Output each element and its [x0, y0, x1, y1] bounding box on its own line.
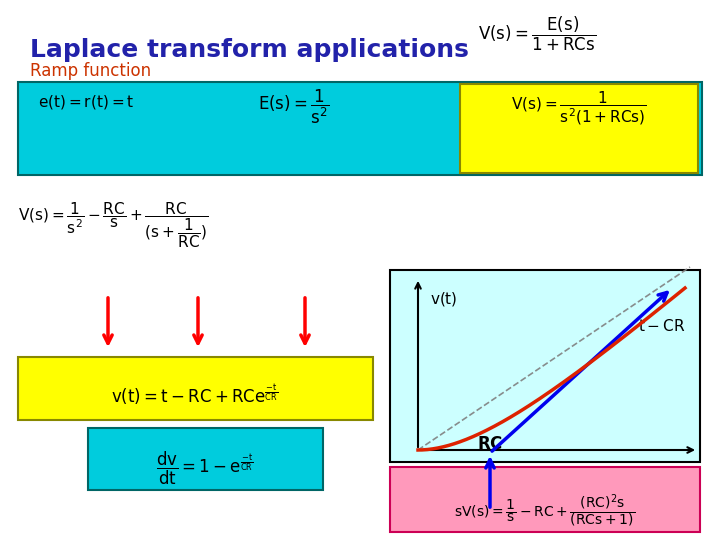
- Text: $\mathrm{e(t) = r(t) = t}$: $\mathrm{e(t) = r(t) = t}$: [38, 93, 135, 111]
- Text: $\mathrm{\dfrac{dv}{dt} = 1 - e^{\frac{-t}{CR}}}$: $\mathrm{\dfrac{dv}{dt} = 1 - e^{\frac{-…: [156, 450, 254, 487]
- Text: $\mathrm{V(s) = \dfrac{1}{s^2(1+RCs)}}$: $\mathrm{V(s) = \dfrac{1}{s^2(1+RCs)}}$: [511, 90, 647, 127]
- FancyBboxPatch shape: [460, 84, 698, 173]
- Text: $\mathrm{V(s) = \dfrac{1}{s^2} - \dfrac{RC}{s} + \dfrac{RC}{(s+\dfrac{1}{RC})}}$: $\mathrm{V(s) = \dfrac{1}{s^2} - \dfrac{…: [18, 200, 209, 249]
- FancyBboxPatch shape: [390, 270, 700, 462]
- Text: $\mathrm{sV(s) = \dfrac{1}{s} - RC + \dfrac{(RC)^2 s}{(RCs+1)}}$: $\mathrm{sV(s) = \dfrac{1}{s} - RC + \df…: [454, 492, 636, 529]
- Text: $\mathrm{v(t) = t - RC + RCe^{\frac{-t}{CR}}}$: $\mathrm{v(t) = t - RC + RCe^{\frac{-t}{…: [112, 382, 279, 407]
- Text: Ramp function: Ramp function: [30, 62, 151, 80]
- FancyBboxPatch shape: [18, 357, 373, 420]
- Text: Laplace transform applications: Laplace transform applications: [30, 38, 469, 62]
- Text: $\mathrm{v(t)}$: $\mathrm{v(t)}$: [430, 290, 457, 308]
- FancyBboxPatch shape: [88, 428, 323, 490]
- Text: $\mathrm{t-CR}$: $\mathrm{t-CR}$: [638, 318, 685, 334]
- Text: $\mathrm{V(s)} = \dfrac{\mathrm{E(s)}}{\mathrm{1+RCs}}$: $\mathrm{V(s)} = \dfrac{\mathrm{E(s)}}{\…: [478, 15, 596, 53]
- FancyBboxPatch shape: [390, 467, 700, 532]
- Text: $\mathbf{RC}$: $\mathbf{RC}$: [477, 435, 503, 453]
- Text: $\mathrm{E(s) = \dfrac{1}{s^2}}$: $\mathrm{E(s) = \dfrac{1}{s^2}}$: [258, 88, 329, 126]
- FancyBboxPatch shape: [18, 82, 702, 175]
